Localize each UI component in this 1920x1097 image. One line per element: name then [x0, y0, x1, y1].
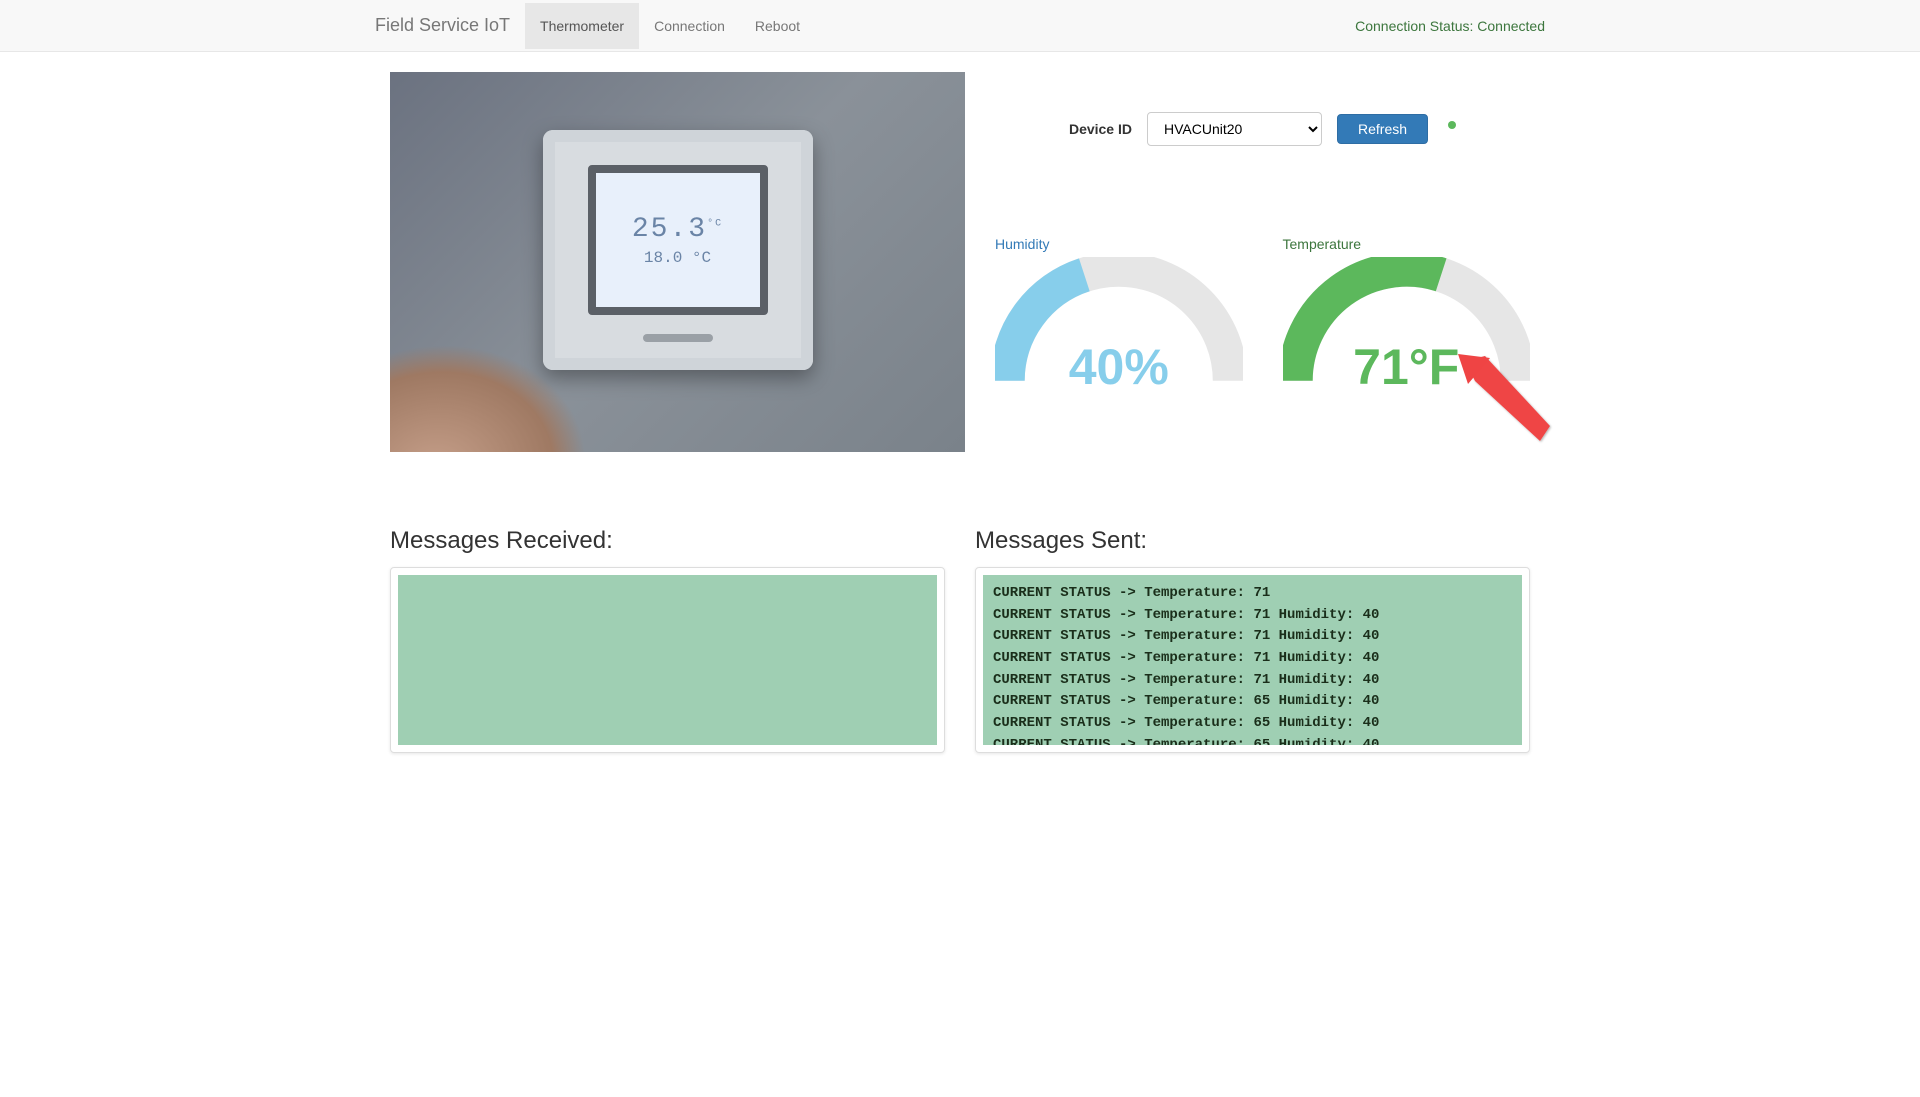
tab-reboot[interactable]: Reboot — [740, 3, 815, 49]
device-controls: Device ID HVACUnit20 Refresh — [995, 112, 1530, 146]
temperature-value: 71°F — [1353, 338, 1459, 396]
temperature-label: Temperature — [1283, 236, 1531, 252]
humidity-value: 40% — [1069, 338, 1169, 396]
tab-thermometer[interactable]: Thermometer — [525, 3, 639, 49]
photo-main-temp: 25.3 — [632, 214, 707, 245]
device-id-select[interactable]: HVACUnit20 — [1147, 112, 1322, 146]
status-prefix: Connection Status: — [1355, 18, 1477, 34]
tab-connection[interactable]: Connection — [639, 3, 740, 49]
nav-tabs: Thermometer Connection Reboot — [525, 3, 815, 49]
messages-sent-title: Messages Sent: — [975, 527, 1530, 555]
navbar: Field Service IoT Thermometer Connection… — [0, 0, 1920, 52]
messages-sent-panel: CURRENT STATUS -> Temperature: 71CURRENT… — [975, 567, 1530, 753]
status-value: Connected — [1477, 18, 1545, 34]
humidity-label: Humidity — [995, 236, 1243, 252]
brand-link[interactable]: Field Service IoT — [375, 0, 525, 51]
thermostat-photo: 25.3°C 18.0 °C — [390, 72, 965, 452]
messages-received-title: Messages Received: — [390, 527, 945, 555]
connection-status: Connection Status: Connected — [1355, 18, 1545, 34]
photo-main-unit: °C — [707, 219, 723, 230]
refresh-button[interactable]: Refresh — [1337, 114, 1428, 144]
device-id-label: Device ID — [1069, 121, 1132, 137]
photo-sub-unit: °C — [692, 249, 711, 267]
messages-received-box[interactable] — [398, 575, 937, 745]
status-indicator-dot — [1448, 121, 1456, 129]
messages-sent-box[interactable]: CURRENT STATUS -> Temperature: 71CURRENT… — [983, 575, 1522, 745]
humidity-gauge: Humidity 40% — [995, 236, 1243, 396]
messages-received-panel — [390, 567, 945, 753]
temperature-gauge: Temperature 71°F — [1283, 236, 1531, 396]
photo-sub-temp: 18.0 — [644, 249, 682, 267]
